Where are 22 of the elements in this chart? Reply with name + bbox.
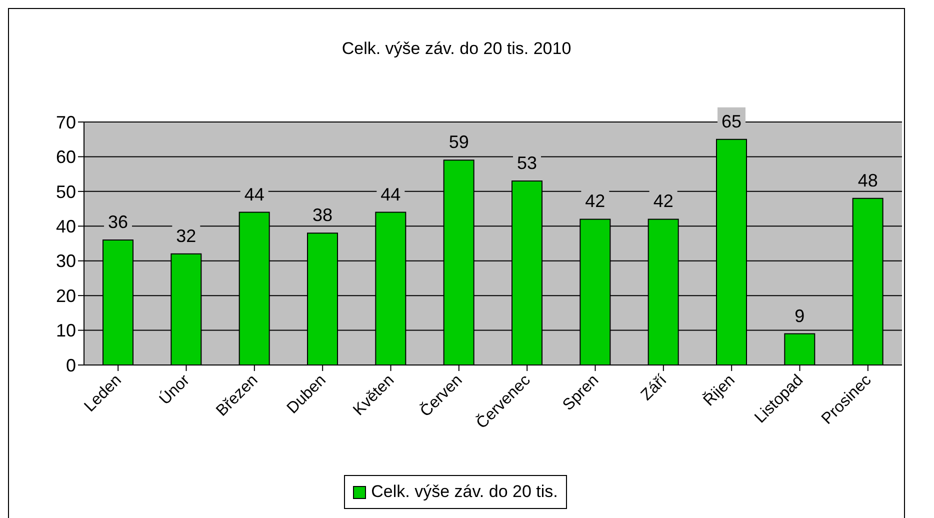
- data-label: 36: [108, 212, 128, 232]
- data-label: 44: [244, 184, 264, 204]
- legend-label: Celk. výše záv. do 20 tis.: [371, 482, 558, 502]
- y-tick-label: 20: [56, 286, 76, 306]
- data-label: 59: [448, 132, 469, 152]
- y-tick-label: 10: [56, 320, 76, 341]
- data-label: 38: [312, 205, 333, 226]
- y-tick-label: 30: [56, 251, 76, 272]
- y-tick-label: 60: [56, 147, 76, 168]
- data-label: 32: [176, 226, 196, 246]
- data-label: 44: [380, 184, 401, 204]
- data-label: 42: [653, 191, 674, 212]
- chart-title: Celk. výše záv. do 20 tis. 2010: [340, 39, 572, 59]
- data-label: 9: [794, 306, 805, 326]
- data-label: 48: [858, 170, 878, 190]
- y-tick-label: 40: [56, 216, 76, 237]
- y-tick-label: 70: [56, 112, 76, 132]
- data-label: 53: [516, 153, 538, 174]
- y-tick-label: 50: [56, 182, 76, 202]
- data-label: 42: [585, 191, 606, 212]
- data-label: 65: [721, 111, 742, 132]
- y-tick-label: 0: [66, 355, 76, 376]
